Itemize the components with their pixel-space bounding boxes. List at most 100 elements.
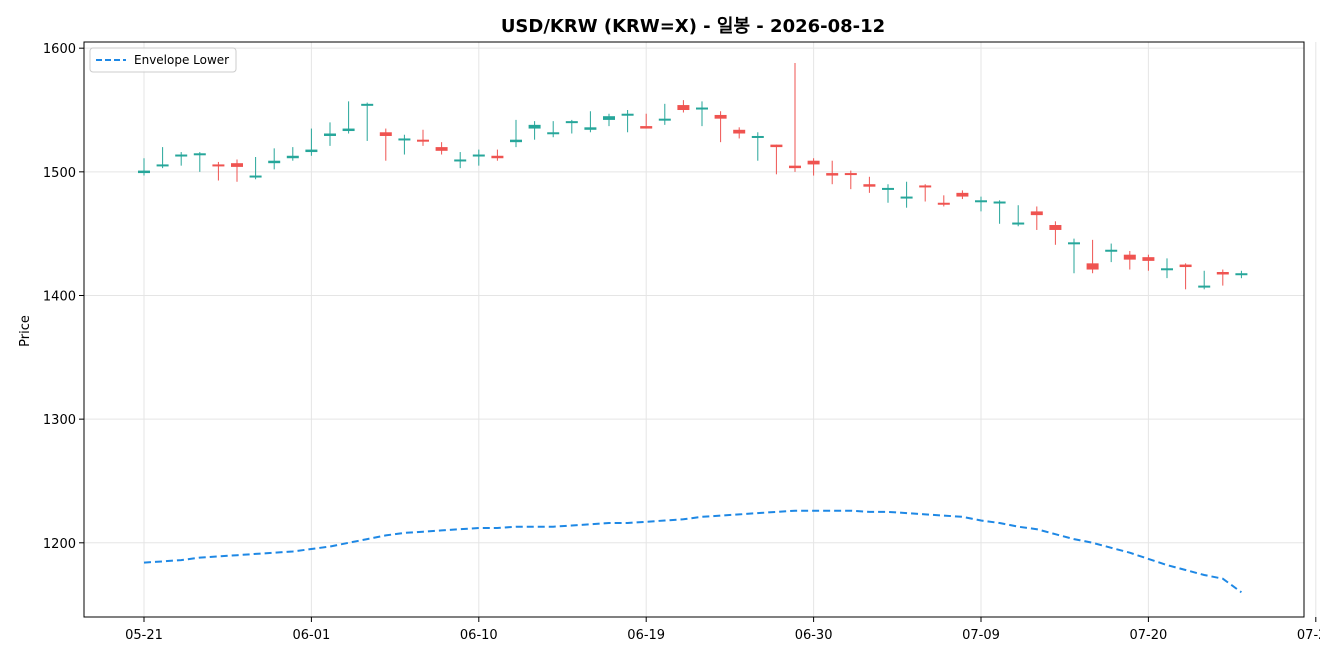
- candle-body: [1030, 211, 1043, 216]
- candle: [324, 122, 336, 146]
- candle: [677, 100, 690, 113]
- candle-body: [435, 147, 448, 151]
- candle-body: [826, 173, 839, 176]
- candle: [286, 147, 299, 161]
- candle-body: [882, 187, 894, 190]
- candle-body: [491, 155, 504, 159]
- candle-body: [603, 116, 615, 120]
- candle-body: [1179, 264, 1192, 268]
- y-axis-label: Price: [18, 315, 33, 347]
- candle-body: [361, 103, 374, 106]
- candle: [342, 101, 355, 134]
- candle: [770, 144, 783, 175]
- candle-body: [379, 132, 392, 136]
- candle-body: [528, 124, 541, 129]
- candle-body: [863, 184, 876, 187]
- candle-body: [1012, 222, 1025, 225]
- candle: [138, 158, 150, 176]
- candle: [1068, 238, 1080, 274]
- candle: [1049, 221, 1062, 245]
- candle: [975, 196, 987, 212]
- candle: [751, 132, 764, 161]
- plot-frame: [83, 41, 1305, 618]
- candle-body: [1161, 268, 1173, 271]
- candle: [1086, 239, 1099, 274]
- candle-body: [956, 192, 969, 197]
- candle: [1198, 270, 1211, 290]
- candle-body: [1216, 272, 1229, 275]
- candle-body: [138, 170, 150, 174]
- candle-body: [231, 163, 243, 167]
- candle: [640, 113, 653, 129]
- candle: [919, 184, 932, 202]
- candle-body: [900, 196, 913, 199]
- candle: [510, 119, 522, 148]
- y-tick-label: 1200: [43, 537, 76, 552]
- candle-body: [937, 202, 950, 205]
- candle: [993, 200, 1006, 224]
- candle: [696, 101, 708, 127]
- candle-body: [844, 173, 857, 176]
- candle: [305, 128, 318, 156]
- x-tick-label: 06-30: [795, 628, 833, 643]
- candle-body: [751, 135, 764, 138]
- candle-body: [324, 133, 336, 136]
- candle: [435, 142, 448, 155]
- candle: [1012, 205, 1025, 227]
- candle-body: [975, 200, 987, 203]
- candle: [1123, 250, 1136, 270]
- candle-body: [1235, 273, 1248, 276]
- candle-body: [1068, 242, 1080, 245]
- candle-body: [677, 105, 690, 111]
- envelope-lower-path: [143, 509, 1242, 594]
- candle: [826, 160, 839, 185]
- candle-body: [510, 139, 522, 143]
- x-tick-label: 06-01: [293, 628, 331, 643]
- candle: [398, 134, 411, 155]
- candle: [621, 110, 634, 133]
- candle: [584, 111, 597, 133]
- chart-title: USD/KRW (KRW=X) - 일봉 - 2026-08-12: [501, 16, 885, 37]
- candle-body: [286, 155, 299, 159]
- candle: [937, 195, 950, 207]
- candle: [212, 161, 225, 181]
- x-tick-label: 07-09: [962, 628, 1000, 643]
- legend: Envelope Lower: [89, 47, 237, 73]
- candle-body: [1105, 249, 1118, 252]
- candle: [528, 121, 541, 140]
- x-tick-label: 05-21: [125, 628, 163, 643]
- candle: [658, 103, 671, 125]
- candles: [138, 63, 1248, 290]
- candle: [156, 147, 169, 169]
- x-tick-label: 06-10: [460, 628, 498, 643]
- x-tick-label: 07-20: [1130, 628, 1168, 643]
- candle: [1235, 270, 1248, 279]
- candle: [379, 128, 392, 161]
- legend-label: Envelope Lower: [134, 53, 229, 67]
- candle: [733, 127, 746, 139]
- candle: [1105, 243, 1118, 263]
- candle-body: [547, 132, 560, 135]
- x-tick-label: 07-29: [1297, 628, 1320, 643]
- candle-body: [268, 160, 281, 164]
- candle-body: [342, 128, 355, 132]
- x-tick-label: 06-19: [627, 628, 665, 643]
- candle-body: [807, 160, 820, 165]
- candle-body: [472, 154, 485, 157]
- candle-body: [584, 127, 597, 130]
- y-tick-label: 1400: [43, 289, 76, 304]
- candle-body: [398, 138, 411, 141]
- candle-body: [658, 118, 671, 121]
- candle: [193, 152, 206, 172]
- candle: [956, 190, 969, 200]
- candle: [1030, 206, 1043, 230]
- candle-body: [1086, 263, 1099, 270]
- candle-body: [156, 164, 169, 167]
- candle-body: [621, 113, 634, 116]
- candle: [1216, 269, 1229, 286]
- candle: [714, 111, 727, 143]
- candle: [1161, 258, 1173, 279]
- candle-body: [249, 175, 262, 178]
- candle-body: [696, 107, 708, 110]
